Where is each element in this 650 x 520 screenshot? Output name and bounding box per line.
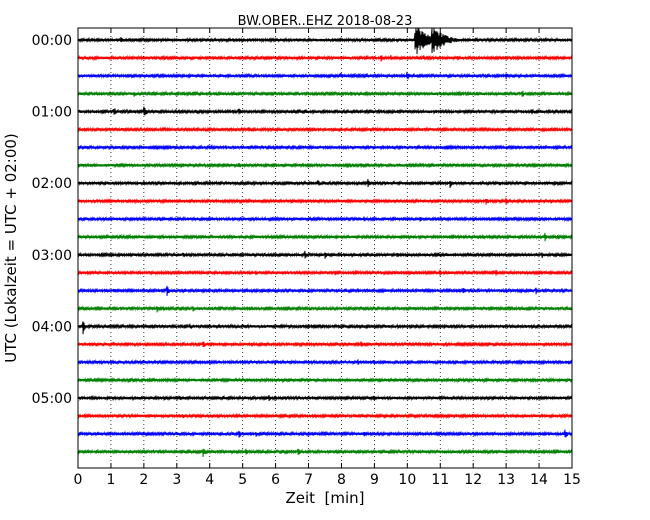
x-tick-label: 10: [398, 472, 416, 488]
trace-0500: [77, 394, 573, 402]
y-tick-label: 00:00: [32, 33, 72, 49]
x-axis-ticks: 0 1 2 3 4 5 6 7 8 9 10 11 12 13 14 15: [74, 28, 581, 488]
x-tick-label: 7: [304, 472, 313, 488]
trace-0415: [77, 341, 573, 348]
trace-0015: [77, 54, 573, 62]
trace-0445: [77, 376, 573, 384]
y-tick-label: 03:00: [32, 248, 72, 264]
trace-0000: [77, 27, 573, 55]
x-tick-label: 6: [271, 472, 280, 488]
trace-0245: [77, 232, 573, 242]
y-tick-label: 05:00: [32, 391, 72, 407]
x-tick-label: 13: [497, 472, 515, 488]
x-tick-label: 8: [337, 472, 346, 488]
trace-0115: [77, 126, 573, 133]
x-tick-label: 3: [172, 472, 181, 488]
x-tick-label: 14: [530, 472, 548, 488]
vertical-grid: [110, 28, 540, 468]
trace-0530: [77, 429, 573, 438]
x-tick-label: 2: [139, 472, 148, 488]
x-tick-label: 5: [238, 472, 247, 488]
x-tick-label: 12: [464, 472, 482, 488]
trace-0215: [77, 197, 573, 205]
trace-0130: [77, 144, 573, 151]
y-tick-label: 04:00: [32, 319, 72, 335]
trace-0345: [77, 305, 573, 313]
chart-title: BW.OBER..EHZ 2018-08-23: [238, 14, 413, 29]
x-tick-label: 0: [74, 472, 83, 488]
trace-0145: [77, 162, 573, 169]
trace-0045: [77, 90, 573, 97]
x-tick-label: 9: [370, 472, 379, 488]
seismic-traces: [77, 27, 573, 458]
x-tick-label: 1: [106, 472, 115, 488]
x-tick-label: 11: [431, 472, 449, 488]
y-axis-ticks: 00:00 01:00 02:00 03:00 04:00 05:00: [32, 33, 572, 407]
trace-0030: [77, 71, 573, 80]
trace-0330: [77, 285, 573, 296]
trace-0200: [77, 179, 573, 188]
y-axis-label: UTC (Lokalzeit = UTC + 02:00): [2, 133, 20, 363]
y-tick-label: 02:00: [32, 176, 72, 192]
x-axis-label: Zeit [min]: [285, 489, 364, 507]
trace-0230: [77, 215, 573, 223]
y-tick-label: 01:00: [32, 105, 72, 121]
trace-0430: [77, 359, 573, 366]
trace-0315: [77, 269, 573, 276]
trace-0545: [77, 448, 573, 458]
trace-0100: [77, 106, 573, 116]
trace-0400: [77, 321, 573, 335]
trace-0300: [77, 250, 573, 259]
x-tick-label: 15: [563, 472, 581, 488]
trace-0515: [77, 412, 573, 420]
plot-frame: [77, 27, 573, 469]
x-tick-label: 4: [205, 472, 214, 488]
